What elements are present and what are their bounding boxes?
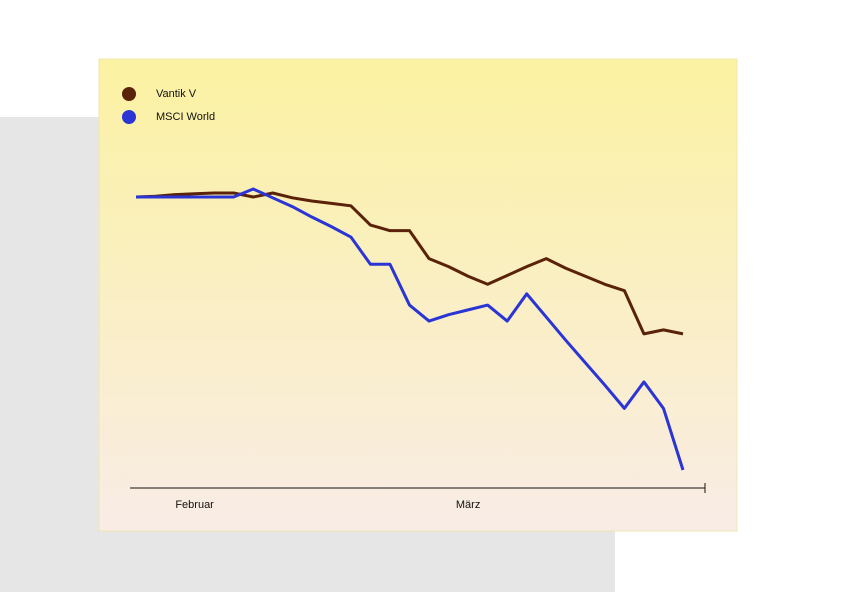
legend-marker (122, 87, 136, 101)
legend-label: MSCI World (156, 111, 215, 123)
legend-label: Vantik V (156, 88, 197, 100)
series-line (136, 187, 685, 471)
x-tick-label: März (456, 499, 480, 511)
x-tick-label: Februar (175, 499, 214, 511)
panel (98, 58, 738, 532)
series-line (135, 191, 684, 336)
legend-marker (122, 110, 136, 124)
